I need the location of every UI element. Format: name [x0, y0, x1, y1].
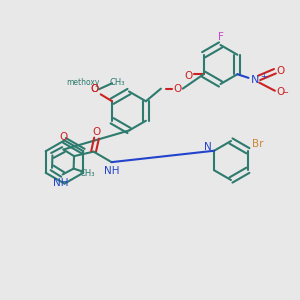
Text: O: O [90, 84, 98, 94]
Text: Br: Br [252, 139, 263, 149]
Text: +: + [260, 72, 267, 81]
Text: N: N [251, 75, 260, 85]
Text: O: O [59, 132, 68, 142]
Text: O: O [276, 66, 284, 76]
Text: −: − [281, 88, 288, 97]
Text: methoxy: methoxy [66, 78, 100, 87]
Text: CH₃: CH₃ [80, 169, 95, 178]
Text: O: O [92, 127, 101, 136]
Text: CH₃: CH₃ [110, 78, 125, 87]
Text: NH: NH [53, 178, 69, 188]
Text: O: O [276, 87, 284, 97]
Text: N: N [204, 142, 212, 152]
Text: O: O [173, 84, 181, 94]
Text: O: O [90, 84, 98, 94]
Text: F: F [218, 32, 224, 42]
Text: O: O [184, 71, 193, 81]
Text: NH: NH [104, 166, 119, 176]
